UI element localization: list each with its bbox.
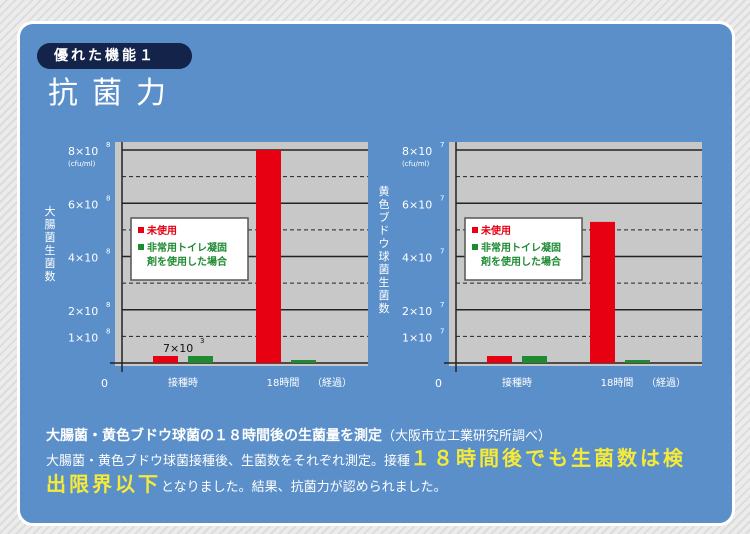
y-axis-label-char: 生 — [379, 275, 390, 289]
y-tick-exponent: 8 — [106, 248, 110, 256]
legend-swatch-treated — [472, 244, 478, 250]
bar — [487, 356, 512, 363]
bar — [256, 150, 281, 363]
y-tick-label: 4×10 — [68, 252, 98, 265]
bar — [188, 356, 213, 363]
description-body: 大腸菌・黄色ブドウ球菌接種後、生菌数をそれぞれ測定。接種１８時間後でも生菌数は検… — [46, 447, 706, 499]
zero-label: 0 — [435, 377, 442, 390]
y-tick-label: 2×10 — [68, 305, 98, 318]
legend-label-treated: 非常用トイレ凝固 — [147, 241, 227, 254]
y-axis-label-char: 大 — [45, 204, 56, 218]
staph-chart: 8×10 7 6×10 7 4×10 7 2×10 7 1×10 7 (cfu/ml) 0 黄色ブドウ球… — [379, 141, 702, 390]
y-tick-label: 6×10 — [402, 198, 432, 211]
x-suffix-label: （経過） — [312, 376, 352, 389]
x-suffix-label: （経過） — [646, 376, 686, 389]
y-tick-label: 1×10 — [402, 331, 432, 344]
y-axis-label-char: 数 — [379, 302, 390, 315]
y-tick-label: 4×10 — [402, 252, 432, 265]
y-tick-exponent: 7 — [440, 194, 444, 202]
y-tick-exponent: 7 — [440, 141, 444, 149]
body-end: となりました。結果、抗菌力が認められました。 — [161, 480, 447, 495]
y-axis-label-char: 数 — [45, 270, 56, 283]
y-axis-label-char: 菌 — [45, 231, 56, 244]
legend-label-treated: 非常用トイレ凝固 — [481, 241, 561, 254]
y-tick-exponent: 8 — [106, 301, 110, 309]
x-tick-label: 18時間 — [267, 377, 300, 389]
description-heading: 大腸菌・黄色ブドウ球菌の１８時間後の生菌量を測定（大阪市立工業研究所調べ） — [46, 425, 551, 445]
y-tick-label: 2×10 — [402, 305, 432, 318]
heading-text: 大腸菌・黄色ブドウ球菌の１８時間後の生菌量を測定 — [46, 428, 382, 444]
y-tick-label: 1×10 — [68, 331, 98, 344]
y-axis-label-char: ブ — [379, 210, 390, 224]
y-tick-label: 8×10 — [68, 145, 98, 158]
legend-label-treated-2: 剤を使用した場合 — [146, 255, 228, 268]
x-tick-label: 接種時 — [502, 376, 532, 389]
y-axis-label-char: 菌 — [379, 263, 390, 276]
y-axis-label-char: 黄 — [379, 184, 390, 198]
bar — [625, 360, 650, 363]
y-tick-exponent: 7 — [440, 248, 444, 256]
y-axis-label-char: 球 — [379, 249, 390, 263]
bar — [153, 356, 178, 363]
page-title: 抗菌力 — [48, 76, 180, 111]
feature-badge: 優れた機能１ — [37, 43, 192, 69]
e-coli-chart: 8×10 86×10 84×10 82×10 81×10 8(cfu/ml)0大腸菌生菌数… — [45, 141, 368, 390]
bar — [522, 356, 547, 363]
legend-label-treated-2: 剤を使用した場合 — [480, 255, 562, 268]
source-text: （大阪市立工業研究所調べ） — [382, 429, 552, 444]
unit-label: (cfu/ml) — [402, 160, 430, 168]
legend-box — [130, 217, 249, 281]
y-tick-exponent: 8 — [106, 194, 110, 202]
y-tick-label: 8×10 — [402, 145, 432, 158]
legend-box — [464, 217, 583, 281]
x-tick-label: 18時間 — [601, 377, 634, 389]
bar — [291, 360, 316, 363]
legend-label-untreated: 未使用 — [146, 224, 177, 237]
y-axis-label-char: 菌 — [45, 257, 56, 270]
highlight-text: １８時間後でも生菌数は検出限界以下 — [46, 446, 687, 496]
legend-swatch-untreated — [138, 227, 144, 233]
legend-swatch-untreated — [472, 227, 478, 233]
annotation-label: 7×10 — [163, 342, 193, 355]
annotation-exponent: 3 — [200, 337, 204, 345]
y-axis-label-char: 菌 — [379, 289, 390, 302]
legend-swatch-treated — [138, 244, 144, 250]
bar — [590, 221, 615, 363]
y-axis-label-char: ウ — [379, 237, 390, 250]
y-tick-exponent: 8 — [106, 141, 110, 149]
zero-label: 0 — [101, 377, 108, 390]
y-axis-label-char: 色 — [379, 197, 390, 211]
y-axis-label-char: 腸 — [45, 218, 56, 231]
y-tick-exponent: 7 — [440, 301, 444, 309]
unit-label: (cfu/ml) — [68, 160, 96, 168]
y-axis-label-char: ド — [379, 224, 390, 237]
legend-label-untreated: 未使用 — [480, 224, 511, 237]
y-axis-label-char: 生 — [45, 243, 56, 257]
y-tick-label: 6×10 — [68, 198, 98, 211]
body-start: 大腸菌・黄色ブドウ球菌接種後、生菌数をそれぞれ測定。接種 — [46, 454, 411, 469]
x-tick-label: 接種時 — [168, 376, 198, 389]
y-tick-exponent: 8 — [106, 327, 110, 335]
y-tick-exponent: 7 — [440, 327, 444, 335]
